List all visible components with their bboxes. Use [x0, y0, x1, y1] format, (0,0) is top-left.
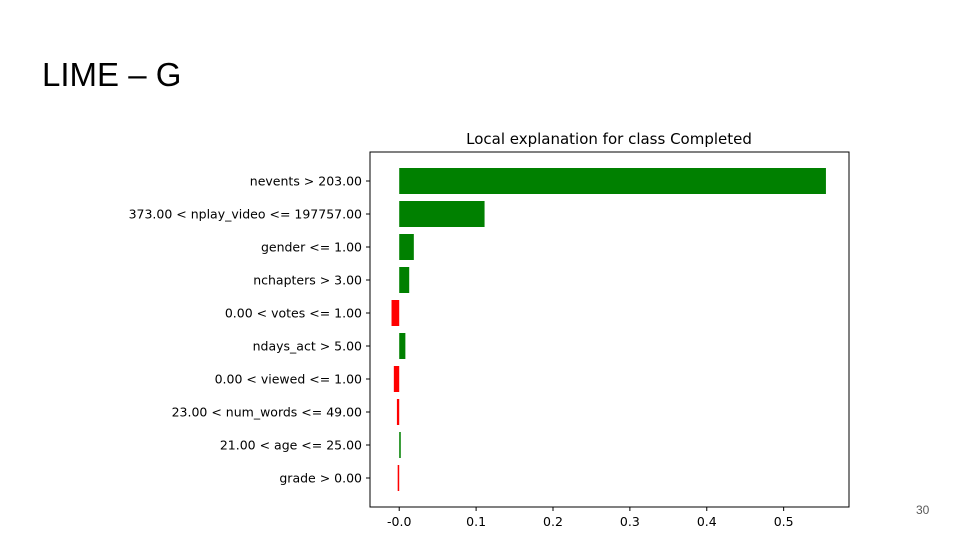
y-tick-label-1: 373.00 < nplay_video <= 197757.00: [129, 207, 362, 222]
bar-9: [397, 465, 400, 491]
chart-title: Local explanation for class Completed: [466, 130, 752, 148]
bar-5: [399, 333, 406, 359]
bar-6: [393, 366, 400, 392]
x-tick-label-4: 0.4: [697, 514, 717, 529]
x-tick-label-2: 0.2: [543, 514, 563, 529]
x-tick-label-1: 0.1: [466, 514, 486, 529]
bar-8: [399, 432, 401, 458]
bar-1: [399, 201, 485, 227]
y-tick-label-9: grade > 0.00: [279, 471, 362, 486]
y-tick-label-2: gender <= 1.00: [261, 240, 362, 255]
bar-4: [391, 300, 400, 326]
y-tick-label-6: 0.00 < viewed <= 1.00: [215, 372, 362, 387]
bar-2: [399, 234, 414, 260]
x-tick-label-0: -0.0: [387, 514, 411, 529]
y-tick-label-3: nchapters > 3.00: [253, 273, 362, 288]
bar-3: [399, 267, 410, 293]
x-tick-label-3: 0.3: [620, 514, 640, 529]
y-tick-label-5: ndays_act > 5.00: [253, 339, 362, 354]
slide-title: LIME – G: [42, 56, 182, 93]
y-tick-label-7: 23.00 < num_words <= 49.00: [172, 405, 362, 420]
y-tick-label-0: nevents > 203.00: [250, 174, 362, 189]
bar-0: [399, 168, 826, 194]
y-tick-label-4: 0.00 < votes <= 1.00: [225, 306, 362, 321]
x-tick-label-5: 0.5: [774, 514, 794, 529]
bar-7: [396, 399, 400, 425]
plot-frame: [369, 151, 850, 508]
page-number: 30: [916, 503, 930, 517]
y-tick-label-8: 21.00 < age <= 25.00: [220, 438, 362, 453]
